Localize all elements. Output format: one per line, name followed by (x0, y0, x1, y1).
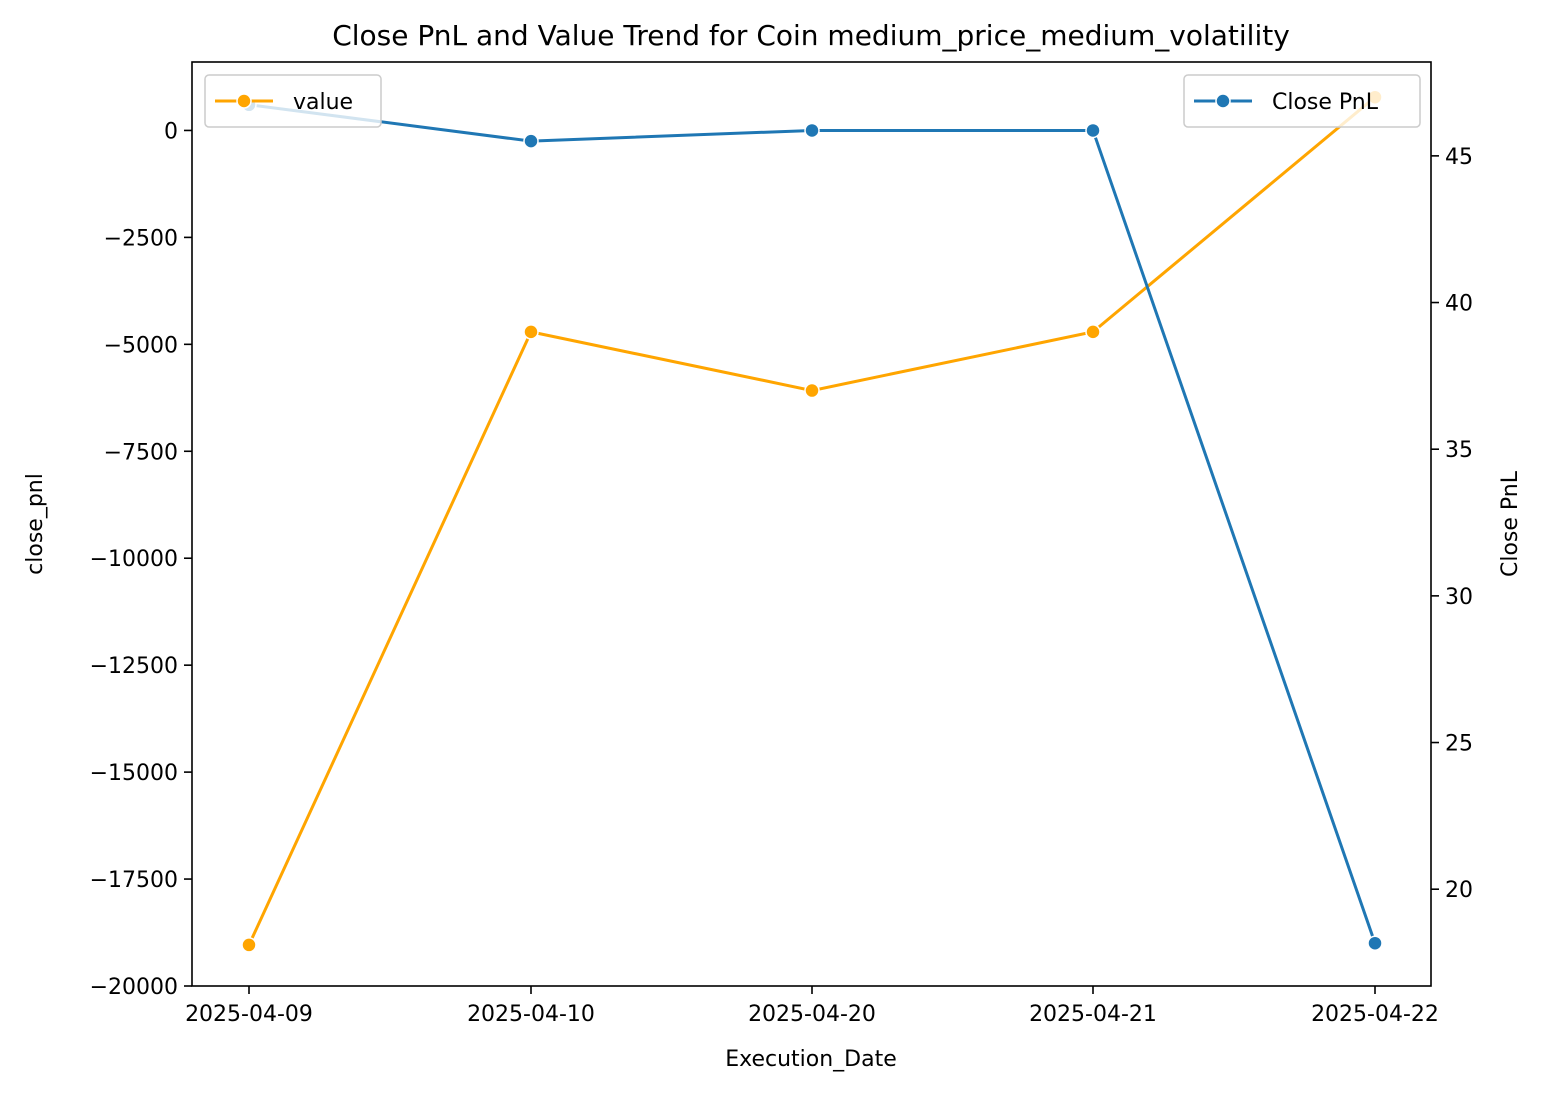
x-axis-label: Execution_Date (725, 1047, 897, 1072)
right-y-tick-label: 35 (1445, 438, 1473, 463)
left-y-axis: 0 −2500 −5000 −7500 −10000 −12500 −15000 −17500… (90, 119, 192, 1000)
plot-frame (191, 61, 1432, 987)
right-y-tick-label: 25 (1445, 732, 1473, 757)
close-pnl-point (1085, 122, 1101, 139)
close-pnl-point (523, 133, 539, 149)
legend-marker-value (236, 93, 252, 109)
left-y-tick-label: −10000 (90, 547, 178, 572)
legend-marker-close-pnl (1215, 93, 1231, 109)
value-point (804, 382, 820, 399)
value-point (1085, 324, 1101, 340)
left-y-tick-label: −17500 (90, 868, 178, 893)
left-y-tick-label: −2500 (104, 226, 178, 251)
left-y-tick-label: −5000 (104, 333, 178, 358)
legend-value: value (204, 74, 382, 128)
left-y-tick-label: −20000 (90, 975, 178, 1000)
legend-box (204, 74, 382, 128)
right-y-tick-label: 40 (1445, 292, 1473, 317)
x-tick-label: 2025-04-20 (748, 1002, 876, 1027)
x-tick-label: 2025-04-10 (467, 1002, 595, 1027)
x-tick-label: 2025-04-09 (185, 1002, 313, 1027)
series-layer (241, 89, 1383, 953)
value-point (523, 324, 539, 340)
x-tick-label: 2025-04-22 (1311, 1002, 1439, 1027)
left-y-tick-label: −12500 (90, 654, 178, 679)
chart-title: Close PnL and Value Trend for Coin mediu… (332, 19, 1290, 52)
right-y-axis: 20 25 30 35 40 45 (1431, 145, 1473, 903)
left-y-tick-label: −15000 (90, 761, 178, 786)
close-pnl-point (804, 122, 820, 139)
right-y-tick-label: 20 (1445, 878, 1473, 903)
left-y-tick-label: 0 (164, 119, 178, 144)
legend-box (1183, 74, 1421, 128)
legend-label-close-pnl: Close PnL (1272, 90, 1379, 115)
right-y-axis-label: Close PnL (1498, 470, 1523, 577)
legend-label-value: value (293, 90, 353, 115)
x-axis: 2025-04-09 2025-04-10 2025-04-20 2025-04-21… (185, 986, 1439, 1027)
right-y-tick-label: 45 (1445, 145, 1473, 170)
left-y-axis-label: close_pnl (23, 473, 48, 575)
value-point (241, 937, 257, 953)
x-tick-label: 2025-04-21 (1029, 1002, 1157, 1027)
close-pnl-point (1367, 935, 1383, 951)
legend-close-pnl: Close PnL (1183, 74, 1421, 128)
left-y-tick-label: −7500 (104, 440, 178, 465)
right-y-tick-label: 30 (1445, 585, 1473, 610)
